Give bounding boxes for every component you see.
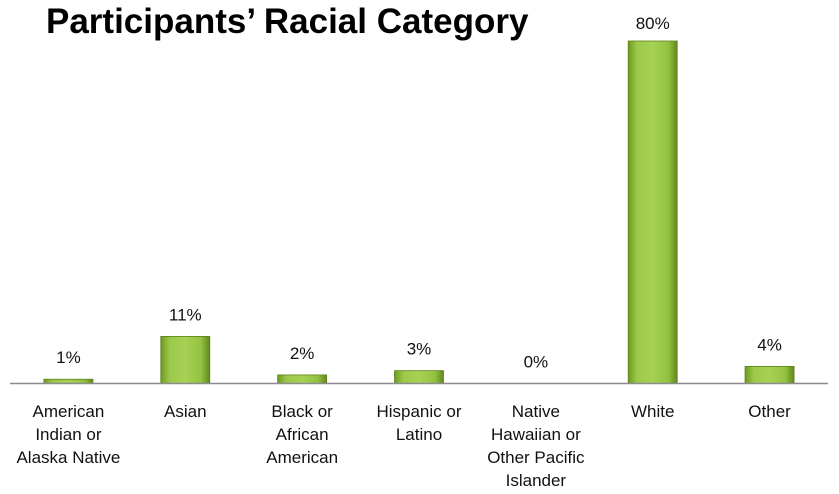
chart-title: Participants’ Racial Category <box>46 2 529 41</box>
value-label-6: 4% <box>757 335 782 354</box>
value-label-2: 2% <box>290 344 315 363</box>
bar-1 <box>160 336 211 384</box>
value-label-1: 11% <box>169 305 202 324</box>
category-label-6: Other <box>748 402 791 421</box>
value-label-0: 1% <box>56 348 81 367</box>
value-label-5: 80% <box>636 14 670 33</box>
category-label-0: American Indian or Alaska Native <box>16 402 120 467</box>
category-label-3: Hispanic or Latino <box>376 402 461 444</box>
category-label-1: Asian <box>164 402 207 421</box>
value-label-3: 3% <box>407 340 432 359</box>
bar-5 <box>627 40 678 384</box>
category-label-5: White <box>631 402 674 421</box>
bar-3 <box>394 370 444 384</box>
value-label-4: 0% <box>524 353 549 372</box>
bar-6 <box>744 365 795 384</box>
category-label-4: Native Hawaiian or Other Pacific Islander <box>487 402 585 490</box>
bar-2 <box>277 374 328 384</box>
category-label-2: Black or African American <box>266 402 338 467</box>
